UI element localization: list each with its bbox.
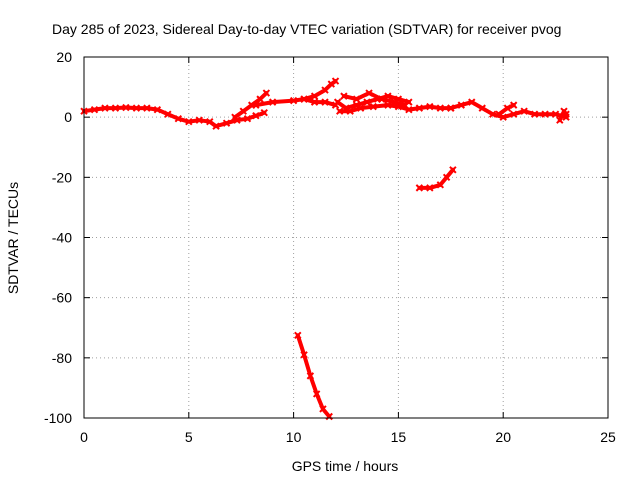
data-point xyxy=(294,331,302,339)
data-point xyxy=(520,107,528,115)
data-point xyxy=(312,390,321,398)
chart-title: Day 285 of 2023, Sidereal Day-to-day VTE… xyxy=(52,21,561,37)
data-point xyxy=(449,166,457,174)
data-point xyxy=(436,104,445,112)
data-point xyxy=(489,110,497,118)
data-point xyxy=(164,110,172,118)
x-tick-label: 20 xyxy=(495,429,511,445)
data-point xyxy=(252,111,260,120)
x-axis-label: GPS time / hours xyxy=(292,458,399,474)
data-point xyxy=(340,92,348,100)
data-point xyxy=(331,77,340,85)
data-point xyxy=(503,104,512,112)
data-point xyxy=(442,173,451,182)
y-tick-label: -80 xyxy=(52,350,72,366)
data-point xyxy=(369,102,377,111)
data-point xyxy=(185,117,193,126)
data-point xyxy=(346,107,354,115)
x-tick-label: 15 xyxy=(391,429,407,445)
data-point xyxy=(541,110,549,118)
data-point xyxy=(122,103,130,112)
data-point xyxy=(260,108,268,117)
data-point xyxy=(415,104,424,112)
data-point xyxy=(310,98,319,106)
data-point xyxy=(289,96,298,105)
data-point xyxy=(509,101,518,109)
data-point xyxy=(365,89,373,97)
plot-frame xyxy=(83,56,609,419)
y-tick-label: -20 xyxy=(52,169,72,185)
x-tick-label: 5 xyxy=(185,429,193,445)
data-point xyxy=(310,92,319,100)
data-point xyxy=(530,110,539,118)
data-point xyxy=(336,107,344,115)
data-point xyxy=(300,351,308,359)
data-point xyxy=(132,104,141,112)
data-point xyxy=(90,105,99,114)
y-tick-label: -40 xyxy=(52,230,72,246)
data-point xyxy=(426,184,434,192)
data-point xyxy=(101,104,109,112)
data-point xyxy=(333,98,342,106)
y-tick-label: -60 xyxy=(52,290,72,306)
data-point xyxy=(352,95,361,103)
data-point xyxy=(306,372,315,380)
data-point xyxy=(551,110,560,118)
data-point xyxy=(222,119,231,127)
data-point xyxy=(319,405,327,413)
data-point xyxy=(377,95,386,103)
y-tick-label: -100 xyxy=(44,410,72,426)
data-point xyxy=(390,98,398,106)
data-point xyxy=(495,110,503,118)
data-point xyxy=(321,98,329,106)
data-point xyxy=(363,98,371,106)
data-point xyxy=(174,114,183,123)
y-tick-label: 20 xyxy=(56,49,72,65)
x-tick-label: 10 xyxy=(286,429,302,445)
series-line-deep-negative xyxy=(295,333,332,419)
data-point xyxy=(231,113,239,121)
data-point xyxy=(111,104,120,112)
data-point xyxy=(415,184,424,192)
data-point xyxy=(252,101,260,109)
data-point xyxy=(300,95,308,103)
data-point xyxy=(478,104,486,112)
data-point xyxy=(262,89,271,97)
data-point xyxy=(562,110,570,118)
y-axis-label: SDTVAR / TECUs xyxy=(5,182,21,294)
data-point xyxy=(195,116,203,124)
data-point xyxy=(153,105,162,114)
data-point xyxy=(556,116,564,124)
data-point xyxy=(436,181,445,189)
data-point xyxy=(468,98,476,106)
data-point xyxy=(206,117,214,126)
data-point xyxy=(457,101,465,109)
data-point xyxy=(143,104,151,112)
x-tick-label: 0 xyxy=(80,429,88,445)
data-point xyxy=(268,98,277,106)
data-point xyxy=(256,95,264,103)
data-point xyxy=(356,104,365,112)
data-point xyxy=(239,107,248,115)
data-point xyxy=(400,101,409,109)
x-tick-label: 25 xyxy=(600,429,616,445)
data-series xyxy=(80,77,570,421)
data-point xyxy=(243,114,252,123)
y-tick-label: 0 xyxy=(64,109,72,125)
data-point xyxy=(447,104,455,112)
data-point xyxy=(212,122,220,130)
data-point xyxy=(321,86,329,94)
data-point xyxy=(426,102,434,111)
data-point xyxy=(509,110,518,118)
